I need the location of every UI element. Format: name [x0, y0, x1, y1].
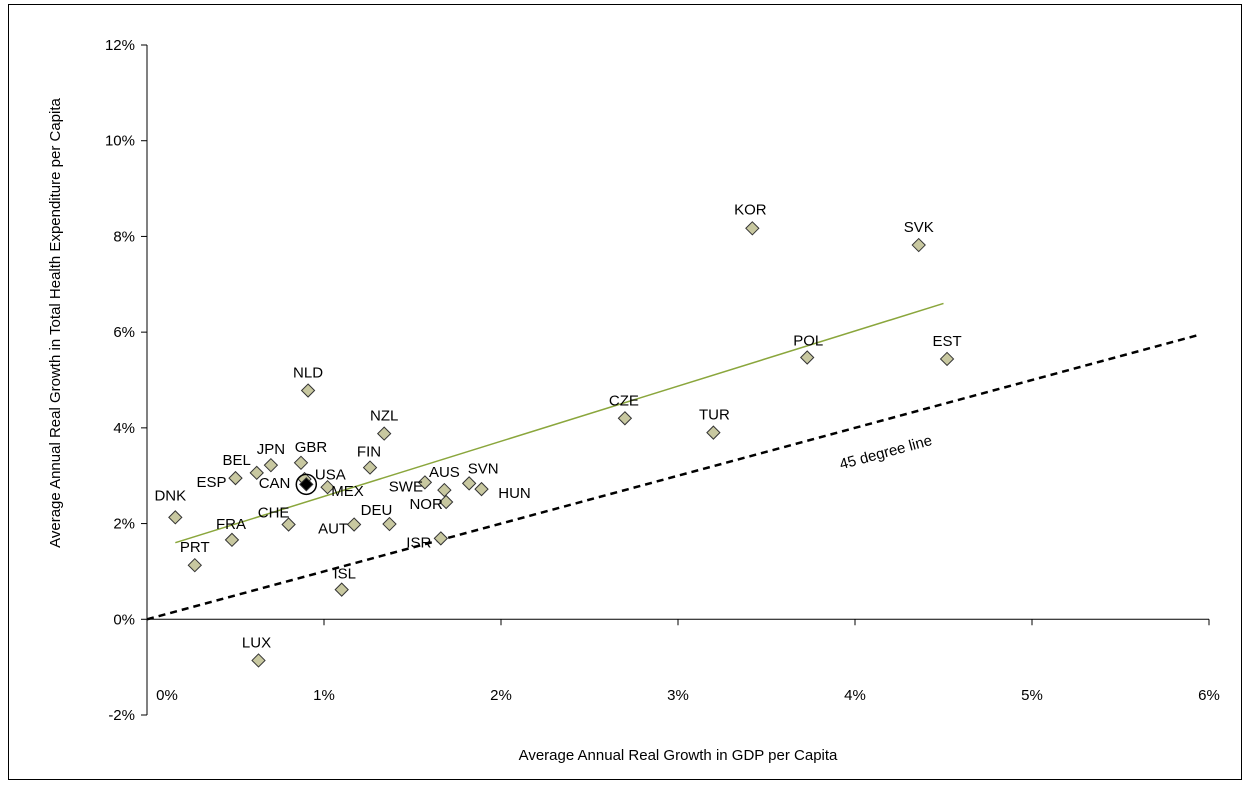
point-svk: [911, 237, 926, 253]
point-label-aus: AUS: [429, 464, 460, 481]
point-est: [939, 351, 955, 367]
points: DNK PRT FRA ESP BEL JPN CHE GBR CAN USA NLD MEX ISL A…: [154, 201, 962, 668]
point-label-mex: MEX: [331, 483, 364, 500]
y-tick-label: 10%: [105, 133, 135, 150]
point-nzl: [376, 426, 392, 441]
x-axis-title: Average Annual Real Growth in GDP per Ca…: [519, 747, 838, 764]
point-label-esp: ESP: [196, 474, 226, 491]
point-label-prt: PRT: [180, 539, 210, 556]
point-label-can: CAN: [259, 475, 291, 492]
y-tick-label: -2%: [108, 707, 135, 724]
point-gbr: [293, 455, 309, 470]
point-swe: [417, 475, 433, 490]
point-label-lux: LUX: [242, 634, 271, 651]
reference-line: [146, 333, 1201, 621]
trend-line: [175, 302, 944, 544]
point-label-deu: DEU: [361, 502, 393, 519]
lines: [146, 302, 1201, 621]
point-label-hun: HUN: [498, 485, 531, 502]
point-label-swe: SWE: [389, 478, 423, 495]
point-label-est: EST: [932, 333, 961, 350]
point-label-isl: ISL: [333, 566, 356, 583]
y-tick-label: 0%: [113, 611, 135, 628]
point-label-gbr: GBR: [295, 439, 328, 456]
x-tick-label: 4%: [844, 687, 866, 704]
point-label-pol: POL: [793, 333, 823, 350]
point-label-usa: USA: [315, 466, 346, 483]
point-usa-highlight-ring: [295, 473, 318, 496]
point-label-svk: SVK: [904, 219, 934, 236]
point-label-nor: NOR: [409, 496, 443, 513]
point-label-nzl: NZL: [370, 408, 398, 425]
y-tick-label: 12%: [105, 37, 135, 54]
y-tick-label: 4%: [113, 420, 135, 437]
point-label-fin: FIN: [357, 444, 381, 461]
point-cze: [617, 411, 633, 426]
point-label-aut: AUT: [318, 521, 348, 538]
point-label-svn: SVN: [468, 460, 499, 477]
x-tick-label: 2%: [490, 687, 512, 704]
point-deu: [382, 516, 397, 532]
point-label-cze: CZE: [609, 392, 639, 409]
y-tick-label: 2%: [113, 516, 135, 533]
x-tick-label: 3%: [667, 687, 689, 704]
point-lux: [251, 653, 266, 668]
point-label-tur: TUR: [699, 407, 730, 424]
point-aut: [346, 517, 362, 532]
point-kor: [745, 221, 760, 236]
y-axis-title: Average Annual Real Growth in Total Heal…: [47, 97, 64, 547]
point-label-kor: KOR: [734, 201, 767, 218]
x-tick-label: 1%: [313, 687, 335, 704]
point-label-fra: FRA: [216, 516, 246, 533]
point-jpn: [263, 457, 279, 473]
point-label-bel: BEL: [223, 452, 251, 469]
point-prt: [187, 558, 202, 573]
reference-line-label: 45 degree line: [838, 432, 934, 473]
point-nor: [438, 494, 454, 510]
point-nld: [300, 383, 316, 398]
y-tick-label: 8%: [113, 228, 135, 245]
point-fra: [224, 532, 240, 548]
x-tick-label: 0%: [156, 687, 178, 704]
point-che: [281, 517, 296, 532]
point-label-jpn: JPN: [257, 441, 285, 458]
chart-frame: [8, 4, 1242, 780]
point-svn: [461, 476, 477, 491]
point-isr: [433, 531, 449, 546]
point-hun: [474, 481, 489, 497]
point-label-che: CHE: [258, 505, 290, 522]
point-mex: [320, 479, 335, 495]
point-isl: [334, 582, 349, 597]
point-label-nld: NLD: [293, 365, 323, 382]
x-tick-label: 6%: [1198, 687, 1220, 704]
point-usa: [299, 477, 314, 492]
point-label-isr: ISR: [406, 534, 431, 551]
x-tick-label: 5%: [1021, 687, 1043, 704]
point-esp: [228, 470, 243, 486]
point-pol: [800, 350, 815, 365]
y-tick-label: 6%: [113, 324, 135, 341]
axes: -2% 0% 2% 4% 6% 8% 10% 12% 0% 1% 2% 3% 4% 5% 6%: [105, 37, 1220, 724]
point-tur: [706, 425, 721, 440]
point-fin: [362, 460, 378, 475]
point-bel: [249, 465, 264, 481]
point-label-dnk: DNK: [154, 487, 186, 504]
point-aus: [437, 482, 452, 498]
point-dnk: [168, 510, 183, 525]
